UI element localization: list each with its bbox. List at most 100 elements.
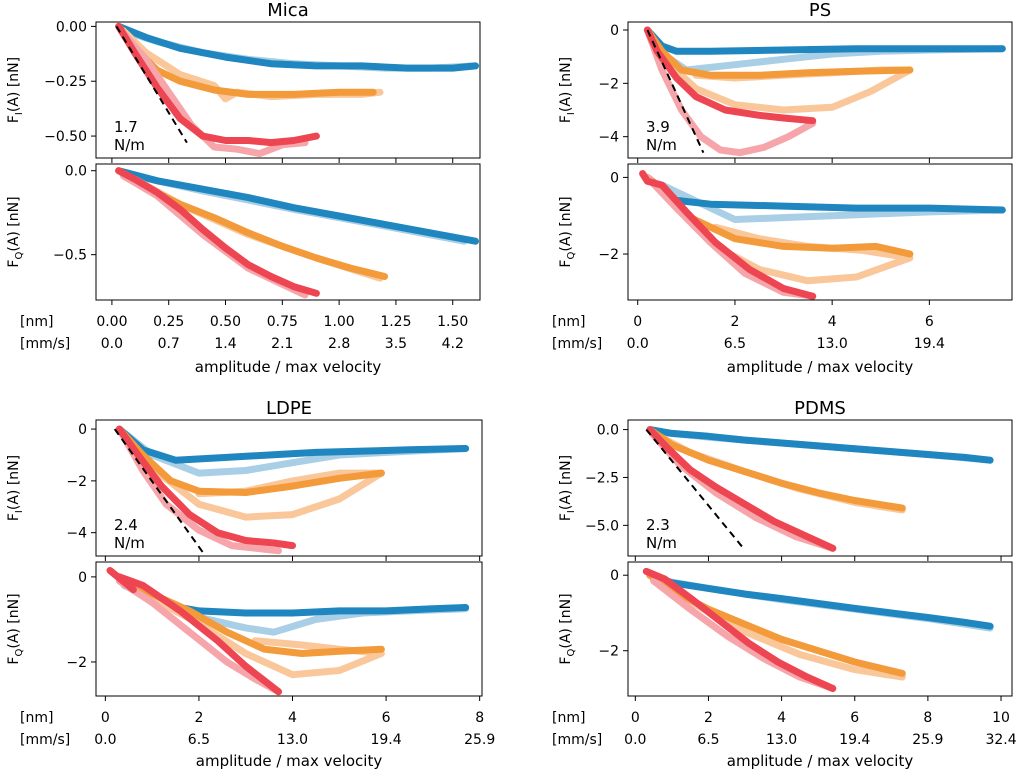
chart-mica: Mica 1.7N/m 0.00 −0.25 −0.50 FI(A) [nN] 0.0 −0.… — [6, 0, 481, 376]
x-axis-label: amplitude / max velocity — [727, 358, 914, 376]
panel-fq: 0 −2 0 0.0 2 6.5 4 13.0 6 19.4 8 25.9 FQ(A) [nN] — [6, 561, 495, 748]
x2-units-label: [mm/s] — [20, 732, 70, 748]
y-tick-label: 0 — [610, 23, 619, 39]
x-tick-label: 0 — [101, 710, 110, 726]
x-tick-label: 4 — [828, 314, 837, 330]
series-red-faint — [643, 26, 817, 157]
chart-pdms: PDMS 2.3N/m 0.0 −2.5 −5.0 FI(A) [nN] 0 −2 0 0.0 2 6… — [552, 398, 1017, 770]
slope-line — [113, 428, 205, 554]
series-group — [115, 22, 479, 158]
series-red — [115, 22, 320, 147]
x-tick-label: 0.50 — [210, 314, 241, 330]
y-axis-label: FI(A) [nN] — [6, 57, 25, 123]
slope-line — [645, 428, 746, 551]
x-tick-label: 6 — [925, 314, 934, 330]
series-orange-faint — [115, 425, 385, 521]
x2-tick-label: 19.4 — [370, 732, 401, 748]
x-axis-label: amplitude / max velocity — [195, 358, 382, 376]
axes-frame — [95, 419, 483, 557]
series-blue — [643, 173, 1006, 214]
series-blue — [115, 167, 479, 245]
series-group — [642, 567, 994, 692]
panel-fi: 2.4N/m 0 −2 −4 FI(A) [nN] — [6, 419, 483, 561]
y-tick-label: 0 — [610, 170, 619, 186]
y-tick-label: −2 — [598, 247, 619, 263]
stiffness-value: 2.4 — [114, 516, 138, 534]
x2-tick-label: 6.5 — [188, 732, 210, 748]
slope-line — [115, 25, 188, 144]
x2-tick-label: 19.4 — [839, 732, 870, 748]
x2-tick-label: 0.0 — [94, 732, 116, 748]
x2-units-label: [mm/s] — [552, 336, 602, 352]
y-axis-label: FI(A) [nN] — [6, 455, 25, 521]
x2-tick-label: 0.0 — [627, 336, 649, 352]
y-tick-label: 0 — [78, 570, 87, 586]
series-blue — [643, 26, 1006, 55]
x-axis-label: amplitude / max velocity — [196, 752, 383, 770]
chart-title: PDMS — [794, 398, 846, 419]
series-red — [639, 170, 817, 300]
x2-tick-label: 13.0 — [766, 732, 797, 748]
axes-frame — [627, 561, 1013, 697]
x2-units-label: [mm/s] — [552, 732, 602, 748]
series-red — [115, 425, 296, 550]
series-orange-faint — [643, 173, 914, 285]
x2-tick-label: 25.9 — [912, 732, 943, 748]
x2-tick-label: 2.8 — [328, 336, 350, 352]
axes-frame — [95, 21, 481, 159]
x-tick-label: 6 — [850, 710, 859, 726]
x-tick-label: 0 — [631, 710, 640, 726]
panel-fq: 0 −2 0 0.0 2 6.5 4 13.0 6 19.4 FQ(A) [nN] — [558, 163, 1013, 352]
chart-title: LDPE — [266, 398, 312, 419]
y-tick-label: 0.00 — [56, 19, 87, 35]
x2-tick-label: 25.9 — [464, 732, 495, 748]
series-red — [646, 426, 837, 552]
y-tick-label: −4 — [598, 130, 619, 146]
series-red-faint — [115, 425, 282, 555]
x-tick-label: 8 — [475, 710, 484, 726]
panel-fi: 3.9N/m 0 −2 −4 FI(A) [nN] — [558, 21, 1013, 163]
stiffness-value: 3.9 — [646, 118, 670, 136]
x-units-label: [nm] — [552, 710, 585, 726]
axes-frame — [627, 419, 1013, 557]
y-tick-label: −2 — [598, 76, 619, 92]
y-axis-label: FQ(A) [nN] — [6, 593, 25, 664]
series-red-faint — [115, 577, 282, 696]
x2-tick-label: 32.4 — [985, 732, 1016, 748]
chart-ps: PS 3.9N/m 0 −2 −4 FI(A) [nN] 0 −2 0 0.0 2 6.5 4 13.0 6… — [552, 0, 1013, 376]
chart-title: PS — [809, 0, 831, 21]
x-tick-label: 4 — [777, 710, 786, 726]
y-tick-label: 0 — [78, 422, 87, 438]
x2-tick-label: 1.4 — [214, 336, 236, 352]
y-axis-label: FQ(A) [nN] — [558, 593, 577, 664]
panel-fi: 2.3N/m 0.0 −2.5 −5.0 FI(A) [nN] — [558, 419, 1013, 561]
stiffness-unit: N/m — [646, 534, 677, 552]
x2-tick-label: 13.0 — [817, 336, 848, 352]
axes-frame — [627, 21, 1013, 159]
stiffness-unit: N/m — [646, 136, 677, 154]
x-units-label: [nm] — [552, 314, 585, 330]
stiffness-value: 2.3 — [646, 516, 670, 534]
series-red — [643, 26, 817, 125]
y-axis-label: FQ(A) [nN] — [558, 196, 577, 267]
x-tick-label: 2 — [704, 710, 713, 726]
y-tick-label: 0 — [610, 568, 619, 584]
series-group — [645, 426, 994, 552]
x-axis-label: amplitude / max velocity — [727, 752, 914, 770]
series-group — [113, 425, 470, 555]
panel-fq: 0 −2 0 0.0 2 6.5 4 13.0 6 19.4 8 25.9 10 32.4 FQ(A) [n… — [558, 561, 1017, 748]
x-units-label: [nm] — [20, 314, 53, 330]
x-tick-label: 0 — [633, 314, 642, 330]
series-orange — [646, 571, 906, 677]
stiffness-unit: N/m — [114, 534, 145, 552]
series-group — [106, 567, 470, 696]
x-tick-label: 2 — [730, 314, 739, 330]
x-units-label: [nm] — [20, 710, 53, 726]
axes-frame — [95, 163, 481, 301]
series-blue — [115, 425, 470, 464]
x-tick-label: 1.25 — [380, 314, 411, 330]
axes-frame — [95, 561, 483, 697]
x-tick-label: 2 — [194, 710, 203, 726]
x2-tick-label: 0.0 — [624, 732, 646, 748]
y-tick-label: −0.5 — [53, 248, 87, 264]
